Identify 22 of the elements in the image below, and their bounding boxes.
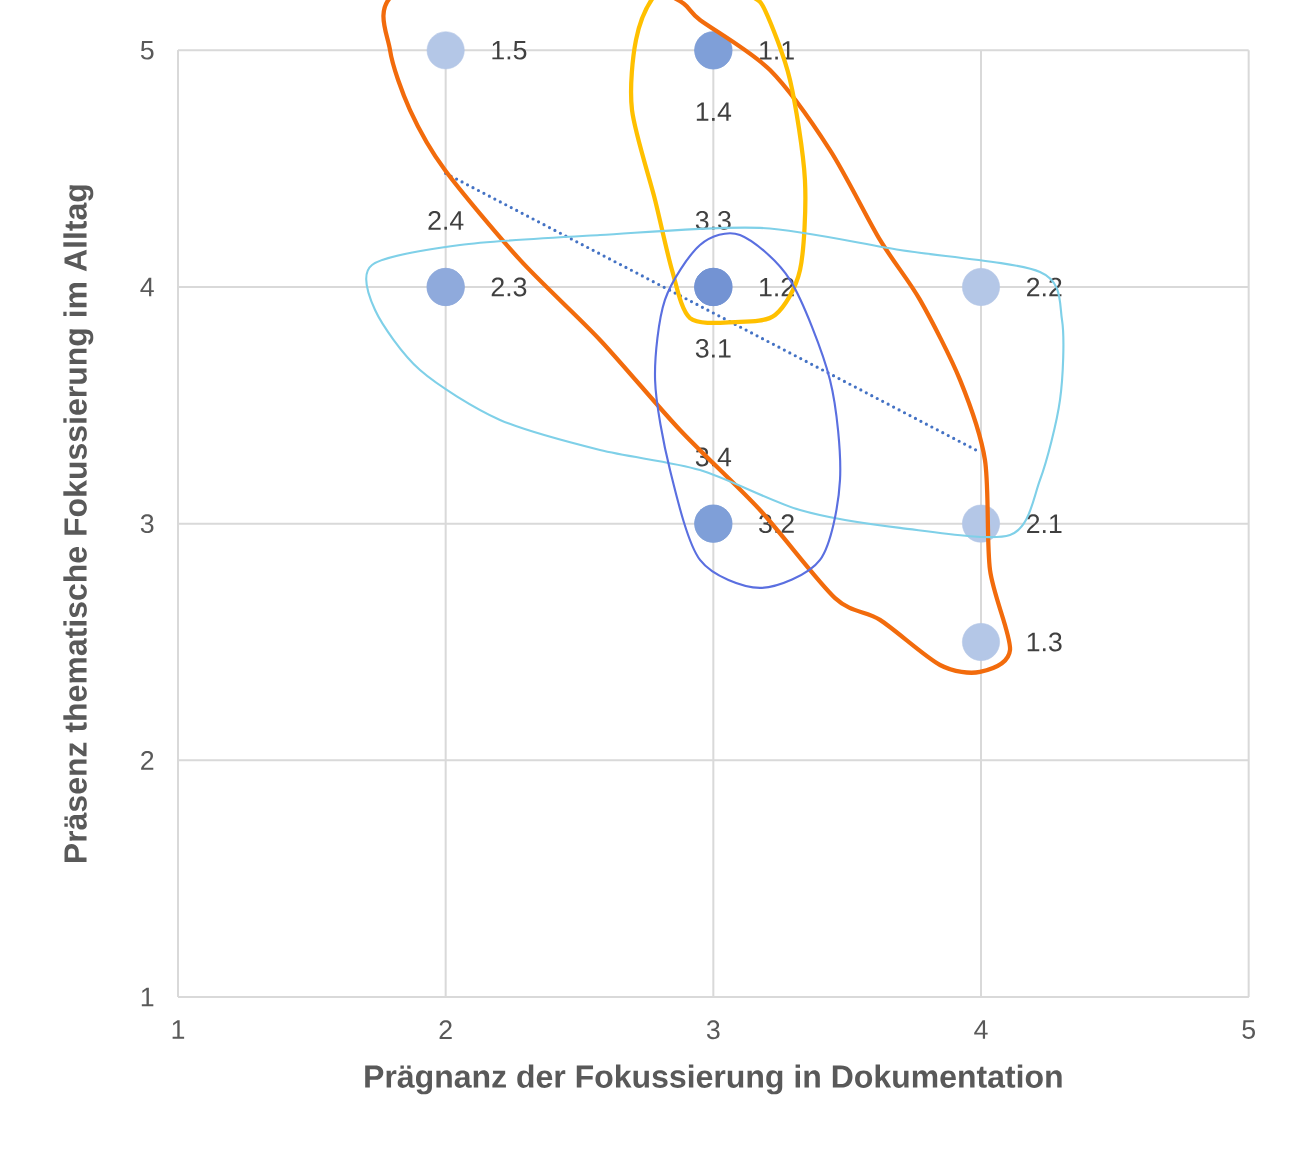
- y-tick-label: 3: [140, 514, 154, 534]
- y-axis-title: Präsenz thematische Fokussierung im Alltag: [63, 185, 94, 863]
- x-tick-label: 5: [1242, 1020, 1255, 1039]
- annotation: 1.3: [1027, 632, 1062, 652]
- x-tick-label: 4: [974, 1020, 988, 1039]
- x-tick-label: 2: [439, 1020, 452, 1039]
- point: [962, 623, 1000, 661]
- y-tick-label: 1: [141, 987, 154, 1007]
- annotation: 2.3: [491, 277, 527, 297]
- point: [962, 268, 1000, 306]
- annotation: 2.1: [1027, 514, 1062, 533]
- x-tick-label: 3: [706, 1020, 720, 1040]
- x-axis-title: Prägnanz der Fokussierung in Dokumentation: [365, 1064, 1062, 1095]
- y-tick-label: 2: [141, 751, 154, 770]
- y-tick-label: 4: [140, 277, 154, 297]
- annotation: 1.4: [696, 102, 732, 121]
- point: [426, 31, 465, 70]
- annotation: 3.1: [695, 338, 731, 358]
- annotation: 1.5: [492, 41, 527, 60]
- y-tick-label: 5: [140, 41, 154, 60]
- x-tick-label: 1: [172, 1020, 185, 1039]
- annotation: 2.4: [428, 211, 464, 230]
